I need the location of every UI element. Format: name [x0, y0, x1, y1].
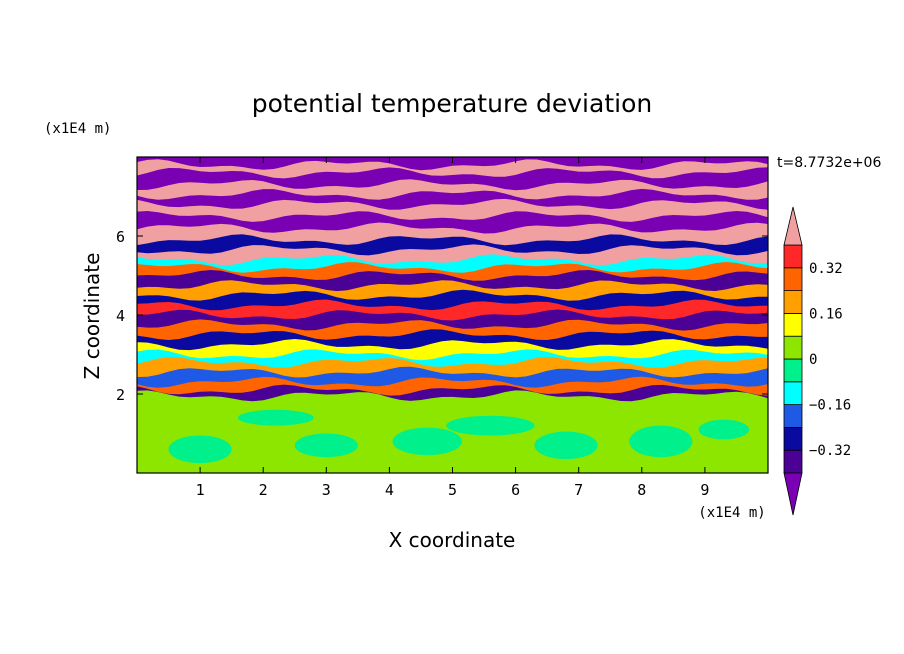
colorbar-segment: [783, 449, 803, 474]
colorbar-segment: [783, 290, 803, 314]
colorbar-extend-min: [783, 472, 803, 516]
colorbar: 0.32 0.16 0 −0.16 −0.32: [783, 206, 851, 516]
x-axis: 1 2 3 4 5 6 7 8 9: [196, 157, 709, 499]
contour-band: [137, 157, 768, 179]
colorbar-segment: [783, 404, 803, 428]
y-axis-title: Z coordinate: [80, 253, 104, 380]
x-tick-label: 6: [511, 481, 520, 499]
contour-cell: [446, 415, 535, 436]
time-label: t=8.7732e+06: [777, 155, 881, 171]
contour-band: [137, 157, 768, 171]
colorbar-segment: [783, 381, 803, 405]
colorbar-label: 0.16: [809, 306, 843, 322]
colorbar-segment: [783, 244, 803, 269]
x-tick-label: 3: [322, 481, 331, 499]
contour-cell: [534, 431, 598, 460]
colorbar-segment: [783, 267, 803, 291]
x-tick-label: 1: [196, 481, 205, 499]
x-tick-label: 4: [385, 481, 394, 499]
y-tick-label: 6: [116, 228, 125, 246]
y-unit-label: (x1E4 m): [44, 121, 111, 137]
x-axis-title: X coordinate: [389, 528, 516, 552]
x-tick-label: 5: [448, 481, 457, 499]
x-unit-label: (x1E4 m): [698, 505, 765, 521]
colorbar-segment: [783, 312, 803, 337]
y-tick-label: 2: [116, 386, 125, 404]
colorbar-extend-max: [783, 206, 803, 246]
contour-cell: [294, 433, 358, 458]
x-tick-label: 9: [700, 481, 709, 499]
contour-cell: [629, 425, 693, 458]
contour-cell: [168, 435, 232, 464]
colorbar-label: 0: [809, 352, 817, 368]
x-tick-label: 8: [637, 481, 646, 499]
contour-cell: [392, 427, 462, 456]
x-tick-label: 7: [574, 481, 583, 499]
colorbar-segment: [783, 335, 803, 360]
colorbar-label: −0.32: [809, 443, 851, 459]
y-axis: 2 4 6: [116, 228, 768, 404]
colorbar-segment: [783, 358, 803, 383]
contour-cell: [237, 409, 314, 426]
contour-cell: [698, 419, 750, 440]
colorbar-segment: [783, 426, 803, 451]
x-tick-label: 2: [259, 481, 268, 499]
contour-field: [137, 157, 768, 473]
y-tick-label: 4: [116, 307, 125, 325]
chart-title: potential temperature deviation: [252, 89, 652, 118]
colorbar-label: 0.32: [809, 261, 843, 277]
contour-band: [137, 157, 768, 191]
colorbar-label: −0.16: [809, 398, 851, 414]
